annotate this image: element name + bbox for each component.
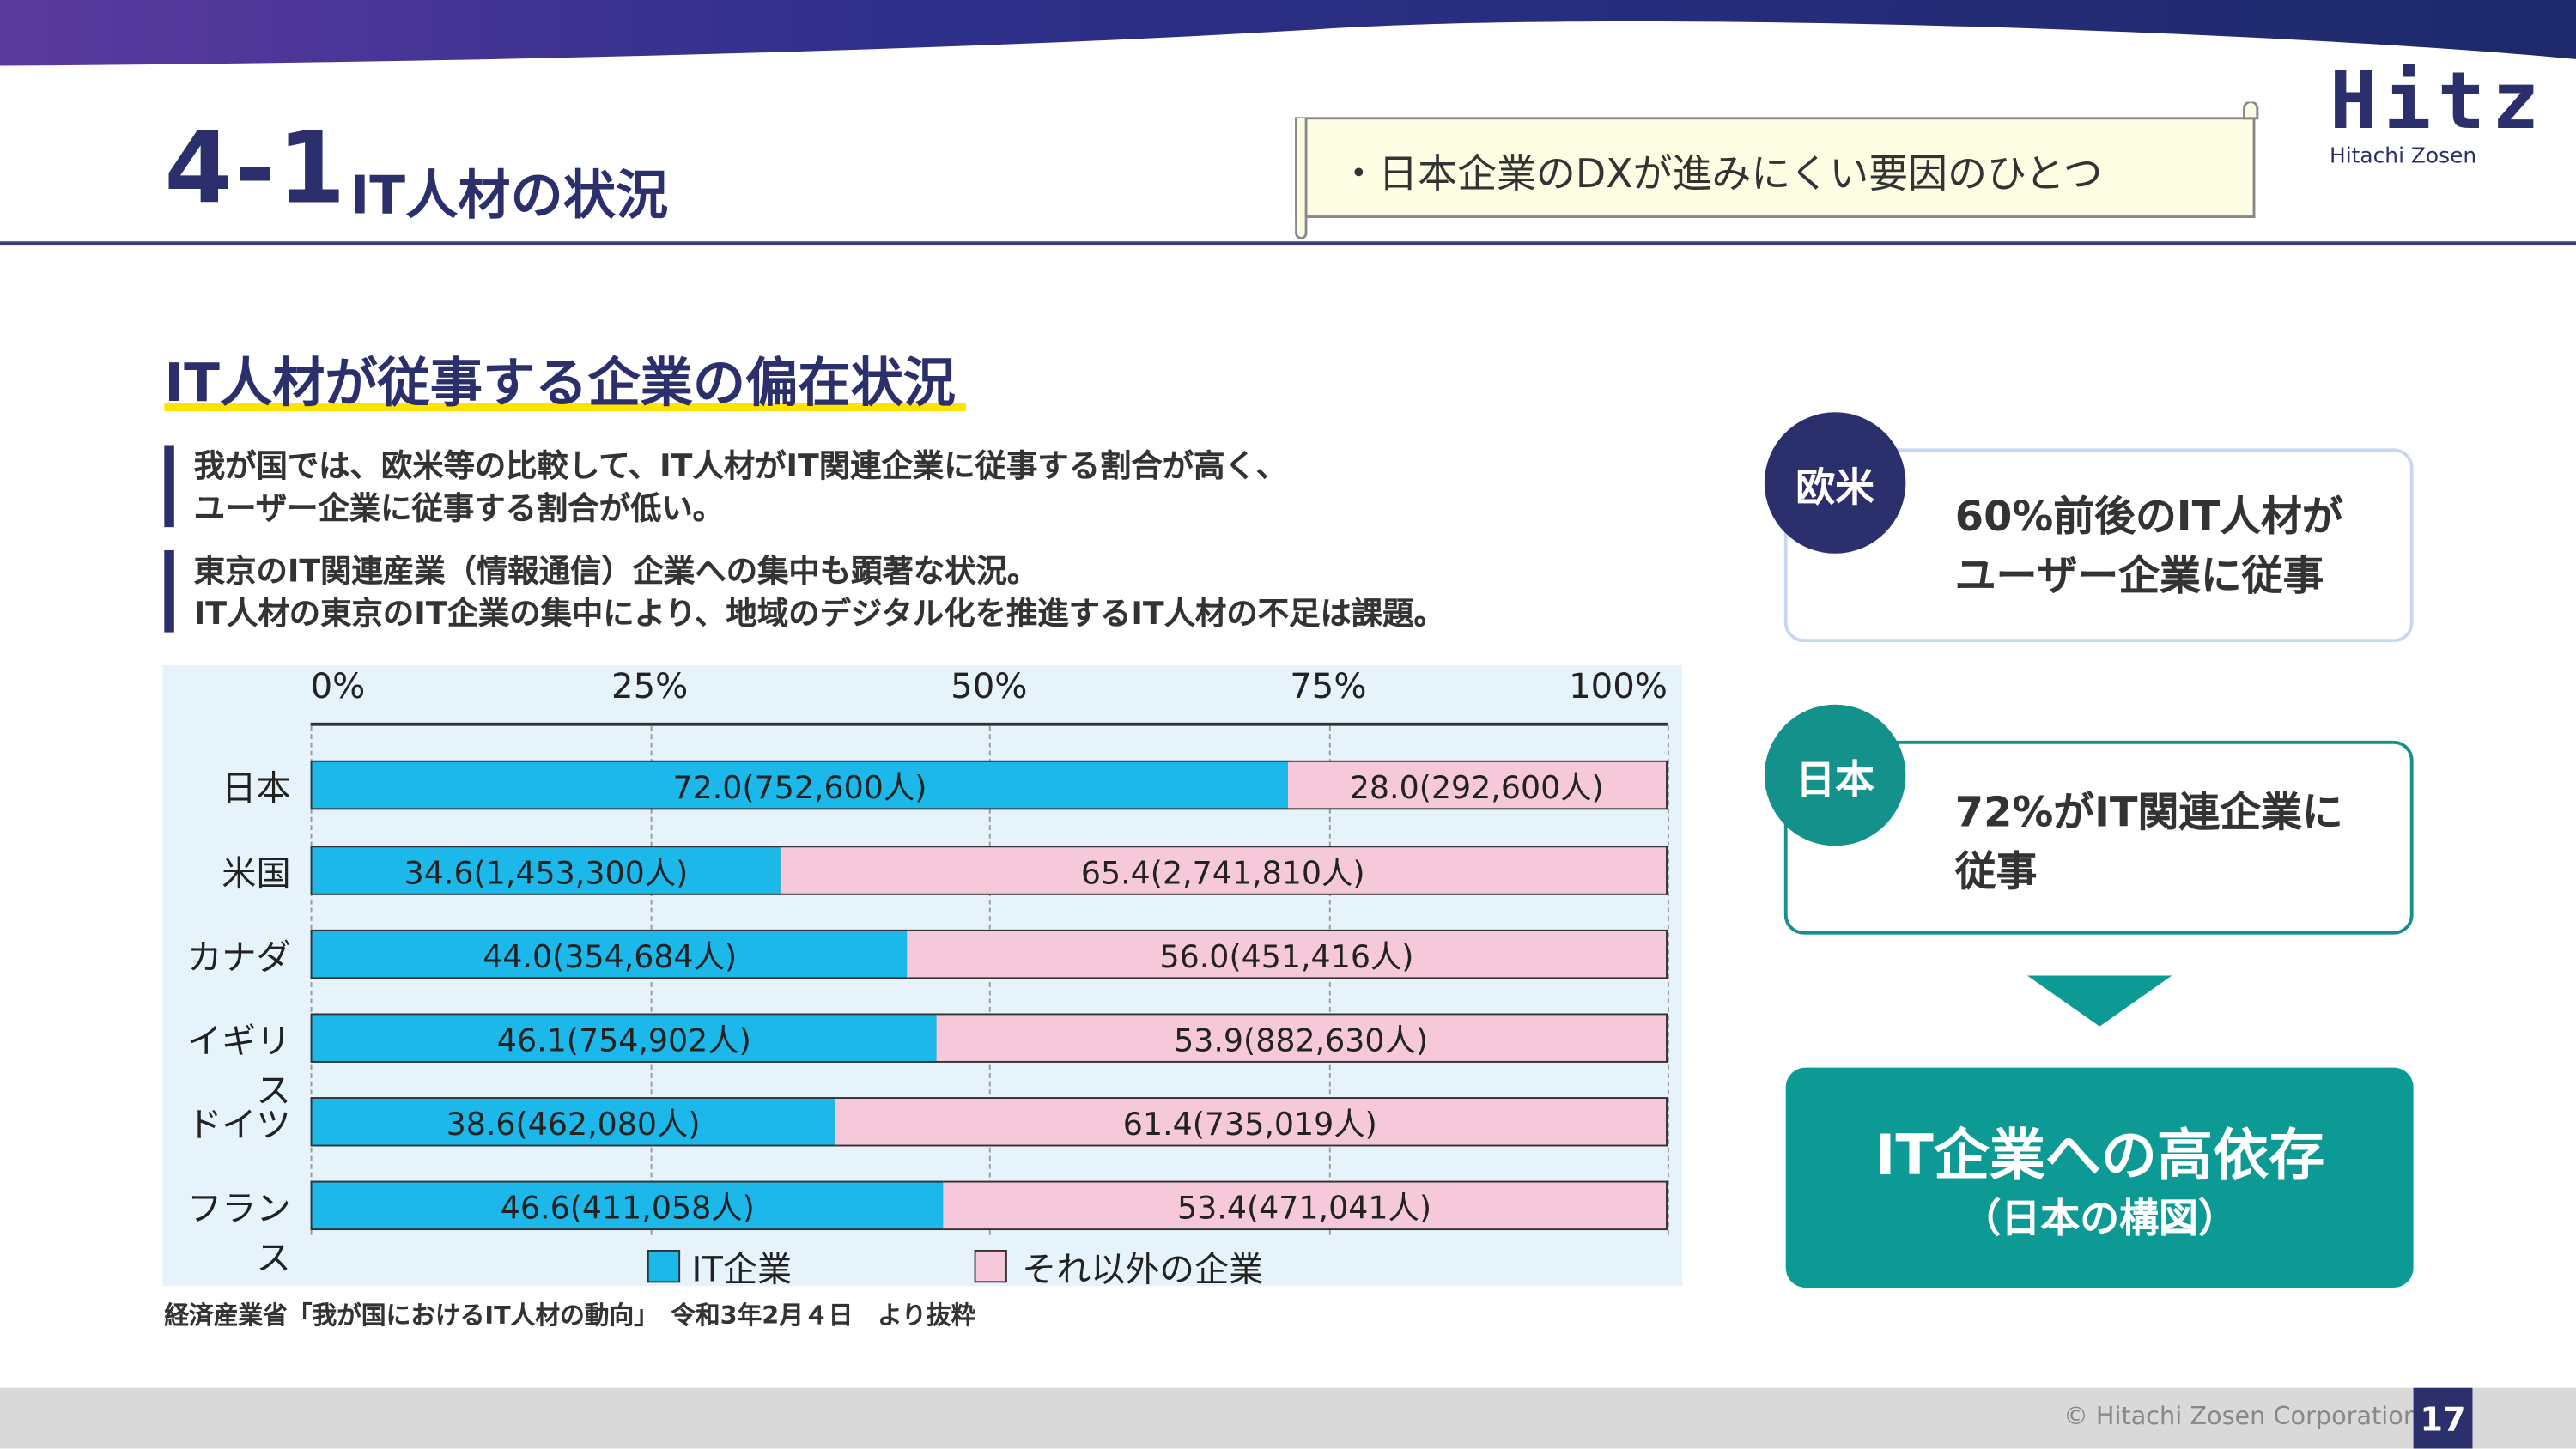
bar-segment: 28.0(292,600人) <box>1287 760 1668 810</box>
bar-segment: 44.0(354,684人) <box>310 929 909 979</box>
header-wave-banner <box>0 0 2576 66</box>
bar-segment: 65.4(2,741,810人) <box>780 846 1668 895</box>
japan-text: 72%がIT関連企業に 従事 <box>1955 784 2343 902</box>
bar-segment: 53.9(882,630人) <box>936 1013 1668 1063</box>
bar-segment: 56.0(451,416人) <box>907 929 1668 979</box>
company-logo: Hitz <box>2330 56 2546 149</box>
bullet-bar <box>164 445 174 528</box>
legend-swatch-it <box>647 1249 681 1283</box>
conclusion-subtitle: （日本の構図） <box>1961 1195 2238 1242</box>
bullet-line: ユーザー企業に従事する割合が低い。 <box>193 491 725 528</box>
gridline <box>649 725 652 1235</box>
gridline <box>1327 725 1330 1235</box>
bar-segment: 72.0(752,600人) <box>310 760 1290 810</box>
card-line: ユーザー企業に従事 <box>1954 551 2324 600</box>
down-arrow-icon <box>2026 975 2172 1027</box>
footer-bar <box>0 1387 2576 1449</box>
bullet-bar <box>164 549 174 633</box>
bar-segment: 53.4(471,041人) <box>943 1180 1668 1231</box>
bar-segment: 46.6(411,058人) <box>310 1180 945 1231</box>
legend-label-other: それ以外の企業 <box>1022 1249 1264 1289</box>
gridline <box>310 725 313 1235</box>
bullet-line: 我が国では、欧米等の比較して、IT人材がIT関連企業に従事する割合が高く、 <box>193 448 1288 485</box>
category-label: イギリス <box>187 1022 291 1111</box>
section-heading: IT人材が従事する企業の偏在状況 <box>164 341 966 417</box>
card-line: 従事 <box>1954 847 2038 895</box>
category-label: 日本 <box>222 768 291 809</box>
x-tick-label: 50% <box>951 666 1028 706</box>
bar-segment: 61.4(735,019人) <box>834 1097 1668 1147</box>
section-title: IT人材の状況 <box>349 164 669 227</box>
scroll-banner <box>1295 101 2259 239</box>
bullet-text-2: 東京のIT関連産業（情報通信）企業への集中も顕著な状況。 IT人材の東京のIT企… <box>194 550 1445 635</box>
section-number: 4-1 <box>164 112 348 227</box>
company-logo-subtitle: Hitachi Zosen <box>2330 144 2477 170</box>
x-tick-label: 75% <box>1290 666 1367 706</box>
gridline <box>1667 725 1669 1235</box>
legend-label-it: IT企業 <box>691 1249 793 1289</box>
category-label: フランス <box>187 1189 291 1278</box>
card-line: 60%前後のIT人材が <box>1954 492 2343 541</box>
category-label: カナダ <box>187 937 291 978</box>
conclusion-box: IT企業への高依存 （日本の構図） <box>1785 1067 2414 1288</box>
x-axis-line <box>310 722 1668 726</box>
header-divider <box>0 241 2576 246</box>
bullet-line: IT人材の東京のIT企業の集中により、地域のデジタル化を推進するIT人材の不足は… <box>193 596 1445 633</box>
x-tick-label: 0% <box>310 666 366 706</box>
bar-segment: 46.1(754,902人) <box>310 1013 939 1063</box>
x-tick-label: 100% <box>1569 666 1668 706</box>
x-tick-label: 25% <box>611 666 689 706</box>
category-label: ドイツ <box>187 1105 291 1145</box>
page-number: 17 <box>2413 1387 2473 1449</box>
source-citation: 経済産業省「我が国におけるIT人材の動向」 令和3年2月４日 より抜粋 <box>164 1300 976 1331</box>
japan-badge: 日本 <box>1764 704 1906 846</box>
category-label: 米国 <box>222 853 291 894</box>
copyright: © Hitachi Zosen Corporation <box>2063 1401 2420 1431</box>
card-line: 72%がIT関連企業に <box>1954 788 2343 836</box>
gridline <box>988 725 991 1235</box>
legend-swatch-other <box>974 1249 1007 1283</box>
scroll-note: ・日本企業のDXが進みにくい要因のひとつ <box>1339 151 2103 197</box>
western-badge: 欧米 <box>1764 412 1906 554</box>
bar-segment: 34.6(1,453,300人) <box>310 846 782 895</box>
bullet-line: 東京のIT関連産業（情報通信）企業への集中も顕著な状況。 <box>193 553 1039 590</box>
western-text: 60%前後のIT人材が ユーザー企業に従事 <box>1955 488 2343 606</box>
bullet-text-1: 我が国では、欧米等の比較して、IT人材がIT関連企業に従事する割合が高く、 ユー… <box>194 445 1287 530</box>
bar-segment: 38.6(462,080人) <box>310 1097 836 1147</box>
conclusion-title: IT企業への高依存 <box>1874 1123 2325 1190</box>
